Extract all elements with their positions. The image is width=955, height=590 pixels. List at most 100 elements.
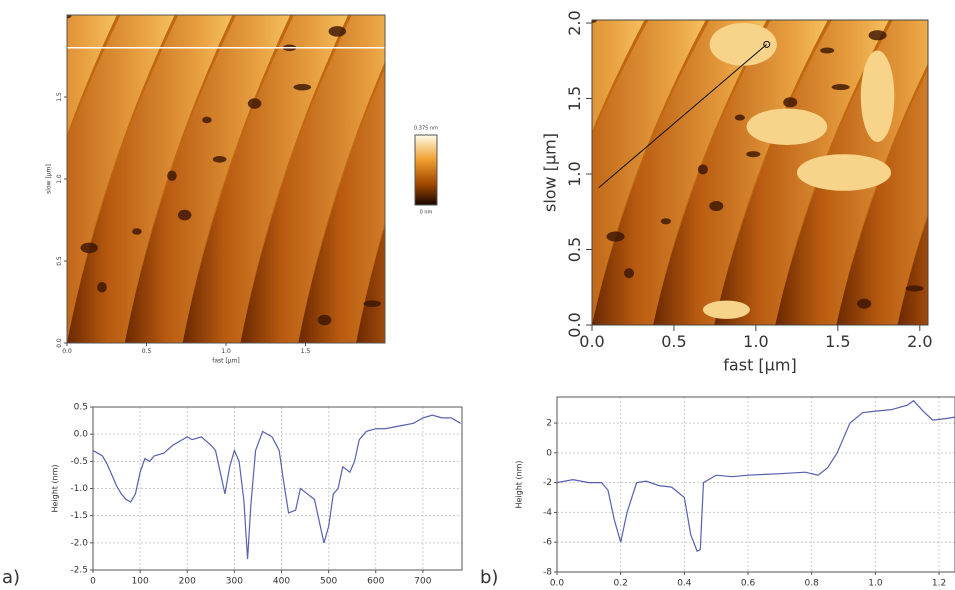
afm-pit (697, 164, 708, 175)
afm-terrace (298, 68, 385, 343)
profile-line (556, 399, 955, 552)
afm-pit (783, 97, 798, 108)
y-tick-label: 1.5 (56, 92, 63, 102)
afm-pit (623, 268, 635, 279)
afm-terrace (653, 20, 828, 325)
afm-pit (746, 151, 761, 158)
x-tick-label: 0.0 (62, 348, 72, 355)
y-tick-label: -8 (543, 568, 552, 578)
colorbar-label: 0.375 nm (414, 126, 438, 132)
y-tick-label: 2 (546, 419, 552, 429)
y-tick-label: 0.5 (565, 237, 584, 262)
afm-terrace (592, 20, 767, 325)
afm-pit (247, 98, 262, 109)
y-axis-label: Height (nm) (51, 464, 60, 512)
y-tick-label: 0.5 (56, 256, 63, 266)
x-tick-label: 700 (414, 577, 431, 587)
afm-pit (660, 218, 671, 225)
afm-pit (132, 228, 142, 235)
y-tick-label: 2.0 (565, 10, 584, 35)
y-tick-label: 0.0 (74, 430, 89, 440)
y-tick-label: -1.0 (70, 484, 88, 494)
x-tick-label: 200 (179, 577, 196, 587)
x-tick-label: 0.0 (550, 579, 565, 589)
afm-pit (97, 281, 107, 293)
x-tick-label: 600 (367, 577, 384, 587)
afm-terrace (182, 15, 348, 343)
afm-terrace (67, 15, 233, 343)
x-tick-label: 1.0 (221, 348, 231, 355)
afm-pit (831, 84, 850, 91)
plot-frame (591, 19, 929, 326)
profile-line (92, 414, 461, 560)
afm-cluster (860, 50, 895, 142)
afm-pit (67, 15, 72, 19)
x-tick-label: 0 (90, 577, 96, 587)
afm-pit (606, 231, 625, 242)
afm-pit (592, 20, 598, 24)
y-tick-label: 0.0 (56, 338, 63, 348)
y-tick-label: -2.5 (70, 566, 88, 576)
afm-terrace (67, 15, 117, 135)
colorbar (414, 134, 438, 206)
afm-pit (328, 26, 347, 37)
x-tick-label: 2.0 (907, 332, 932, 351)
afm-cluster (702, 300, 750, 319)
afm-pit (167, 170, 177, 181)
afm-pit (80, 242, 99, 254)
afm-texture (67, 15, 385, 343)
afm-terrace (356, 225, 385, 343)
x-tick-label: 400 (273, 577, 290, 587)
y-tick-label: 0 (546, 448, 552, 458)
afm-cluster (796, 154, 892, 191)
afm-pit (857, 298, 872, 309)
x-tick-label: 1.5 (825, 332, 850, 351)
afm-terrace (836, 69, 928, 325)
y-axis-label: slow [µm] (46, 164, 53, 194)
afm-pit (212, 156, 227, 163)
afm-terrace (592, 20, 645, 132)
x-axis-label: fast [µm] (723, 355, 796, 374)
x-tick-label: 100 (132, 577, 149, 587)
afm-pit (734, 114, 745, 121)
profile-line (598, 44, 768, 189)
afm-pit (820, 47, 835, 54)
y-tick-label: -6 (543, 538, 552, 548)
afm-pit (317, 314, 332, 326)
colorbar-label: 0 nm (420, 210, 433, 216)
panel-label: b) (480, 567, 498, 588)
y-tick-label: -2 (543, 478, 552, 488)
plot-frame (92, 406, 463, 571)
x-tick-label: 0.2 (614, 579, 628, 589)
y-tick-label: -1.5 (70, 511, 88, 521)
x-tick-label: 1.5 (301, 348, 311, 355)
afm-pit (363, 300, 382, 307)
x-tick-label: 1.2 (932, 579, 946, 589)
afm-pit (709, 201, 724, 212)
y-tick-label: 1.5 (565, 86, 584, 111)
afm-texture (592, 20, 928, 325)
x-tick-label: 500 (320, 577, 337, 587)
afm-pit (868, 30, 887, 41)
x-tick-label: 0.5 (661, 332, 686, 351)
afm-terrace (124, 15, 291, 343)
afm-pit (202, 116, 212, 124)
x-axis-label: fast [µm] (212, 357, 240, 364)
y-tick-label: 1.0 (56, 174, 63, 184)
afm-pit (905, 285, 924, 292)
x-tick-label: 1.0 (868, 579, 883, 589)
afm-pit (177, 209, 192, 221)
afm-terrace (240, 15, 385, 343)
afm-terrace (67, 15, 175, 341)
y-tick-label: 1.0 (565, 161, 584, 186)
x-tick-label: 300 (226, 577, 243, 587)
y-axis-label: slow [µm] (541, 133, 560, 212)
y-tick-label: -0.5 (70, 457, 88, 467)
afm-terrace (592, 20, 706, 323)
x-tick-label: 0.6 (741, 579, 756, 589)
plot-frame (556, 396, 955, 573)
afm-terrace (897, 215, 928, 325)
afm-cluster (746, 108, 828, 146)
plot-frame (66, 14, 386, 344)
